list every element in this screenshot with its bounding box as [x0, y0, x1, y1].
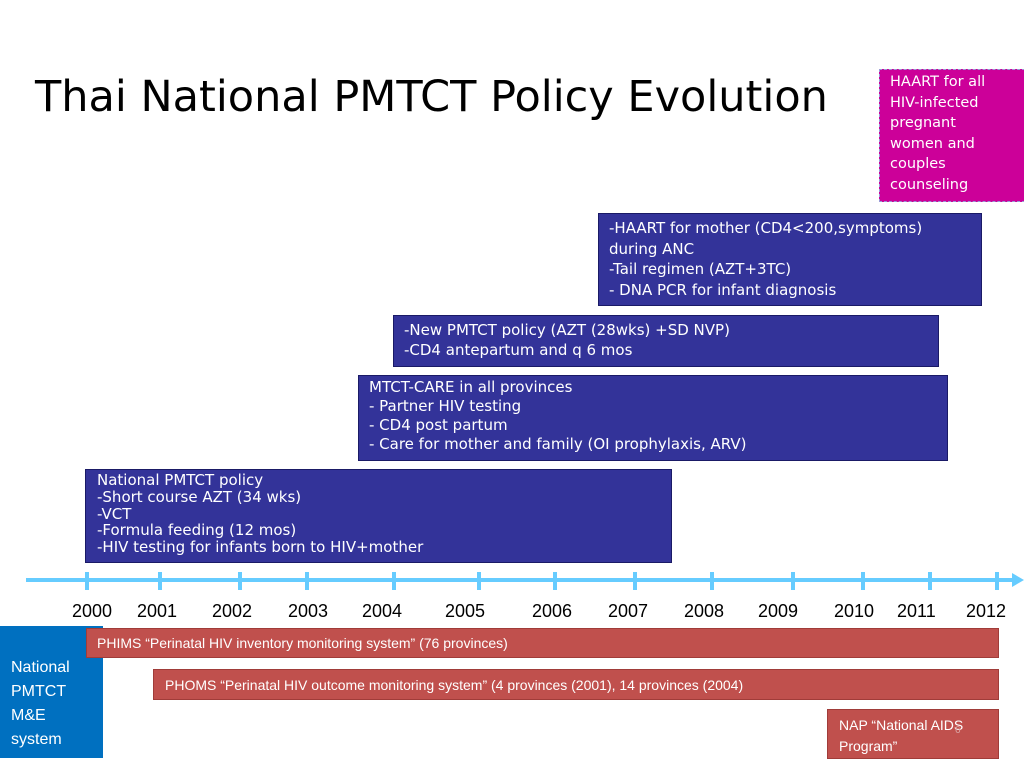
national-policy-line: -Short course AZT (34 wks): [97, 487, 302, 506]
haart-all-box: HAART for all HIV-infected pregnant wome…: [879, 69, 1024, 202]
year-label: 2012: [966, 601, 1007, 621]
year-label: 2011: [897, 601, 936, 621]
page-number: 6: [955, 725, 961, 736]
haart-all-line: counseling: [890, 176, 969, 193]
mtct-care-line: - Partner HIV testing: [369, 397, 522, 415]
year-label: 2003: [288, 601, 329, 621]
haart-mother-line: -HAART for mother (CD4<200,symptoms): [609, 219, 923, 237]
national-policy-box: National PMTCT policy -Short course AZT …: [85, 469, 672, 563]
phims-bar: PHIMS “Perinatal HIV inventory monitorin…: [86, 628, 999, 658]
year-label: 2010: [834, 601, 875, 621]
haart-all-line: couples: [890, 156, 946, 172]
me-system-label: National PMTCT M&E system: [0, 626, 103, 758]
me-label-line: system: [11, 731, 62, 748]
haart-mother-line: - DNA PCR for infant diagnosis: [609, 280, 837, 299]
nap-text: Program”: [839, 738, 898, 754]
new-pmtct-line: -CD4 antepartum and q 6 mos: [404, 341, 633, 359]
timeline-axis: [26, 572, 1024, 590]
me-label-line: National: [11, 659, 70, 676]
year-label: 2006: [532, 601, 573, 621]
slide-title: Thai National PMTCT Policy Evolution: [35, 72, 828, 122]
nap-text: NAP “National AIDS: [839, 717, 964, 733]
haart-mother-line: -Tail regimen (AZT+3TC): [609, 260, 792, 278]
haart-mother-box: -HAART for mother (CD4<200,symptoms) dur…: [598, 213, 982, 306]
mtct-care-line: - CD4 post partum: [369, 416, 508, 434]
year-label: 2009: [758, 601, 799, 621]
mtct-care-box: MTCT-CARE in all provinces - Partner HIV…: [358, 375, 948, 461]
haart-all-line: women and: [890, 135, 975, 152]
haart-mother-line: during ANC: [609, 239, 695, 258]
me-label-line: M&E: [11, 707, 46, 724]
nap-bar: NAP “National AIDS Program”: [827, 709, 999, 759]
haart-all-line: pregnant: [890, 115, 956, 131]
year-label: 2001: [137, 601, 178, 621]
national-policy-line: National PMTCT policy: [97, 471, 264, 489]
new-pmtct-box: -New PMTCT policy (AZT (28wks) +SD NVP) …: [393, 315, 939, 367]
national-policy-line: -VCT: [97, 504, 132, 523]
timeline-arrowhead: [1012, 573, 1024, 587]
year-label: 2000: [72, 601, 113, 621]
haart-all-line: HAART for all: [890, 74, 986, 90]
mtct-care-line: - Care for mother and family (OI prophyl…: [369, 435, 747, 453]
timeline-years: 2000 2001 2002 2003 2004 2005 2006 2007 …: [0, 601, 1024, 625]
phims-text: PHIMS “Perinatal HIV inventory monitorin…: [97, 635, 508, 651]
mtct-care-line: MTCT-CARE in all provinces: [369, 378, 573, 396]
phoms-text: PHOMS “Perinatal HIV outcome monitoring …: [165, 677, 744, 693]
national-policy-line: -Formula feeding (12 mos): [97, 521, 297, 540]
year-label: 2004: [362, 601, 403, 621]
haart-all-line: HIV-infected: [890, 94, 979, 111]
year-label: 2005: [445, 601, 486, 621]
new-pmtct-line: -New PMTCT policy (AZT (28wks) +SD NVP): [404, 321, 730, 339]
year-label: 2008: [684, 601, 725, 621]
national-policy-line: -HIV testing for infants born to HIV+mot…: [97, 538, 424, 557]
year-label: 2007: [608, 601, 649, 621]
me-label-line: PMTCT: [11, 683, 67, 700]
phoms-bar: PHOMS “Perinatal HIV outcome monitoring …: [153, 669, 999, 700]
year-label: 2002: [212, 601, 253, 621]
